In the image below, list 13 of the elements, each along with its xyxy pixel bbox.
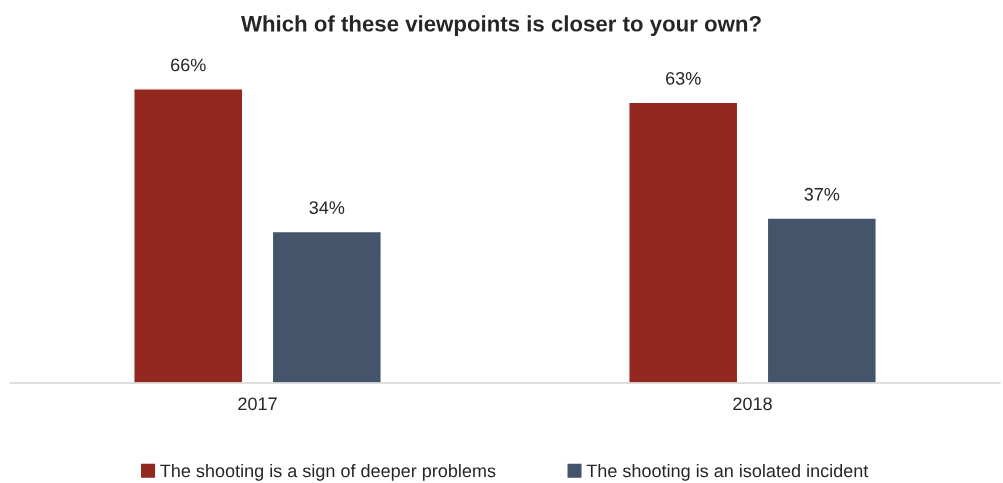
bar xyxy=(628,101,739,384)
data-label: 34% xyxy=(309,201,345,215)
data-label: 37% xyxy=(804,187,840,201)
bar xyxy=(133,88,244,384)
legend-label: The shooting is an isolated incident xyxy=(586,463,869,481)
x-tick-label: 2018 xyxy=(733,397,772,411)
x-tick-label: 2017 xyxy=(238,397,277,411)
bar xyxy=(271,230,382,384)
chart-title: Which of these viewpoints is closer to your own? xyxy=(241,15,761,37)
data-label: 63% xyxy=(666,71,701,85)
bar xyxy=(766,217,877,384)
data-label: 66% xyxy=(171,58,206,72)
legend-label: The shooting is a sign of deeper problems xyxy=(160,463,496,481)
